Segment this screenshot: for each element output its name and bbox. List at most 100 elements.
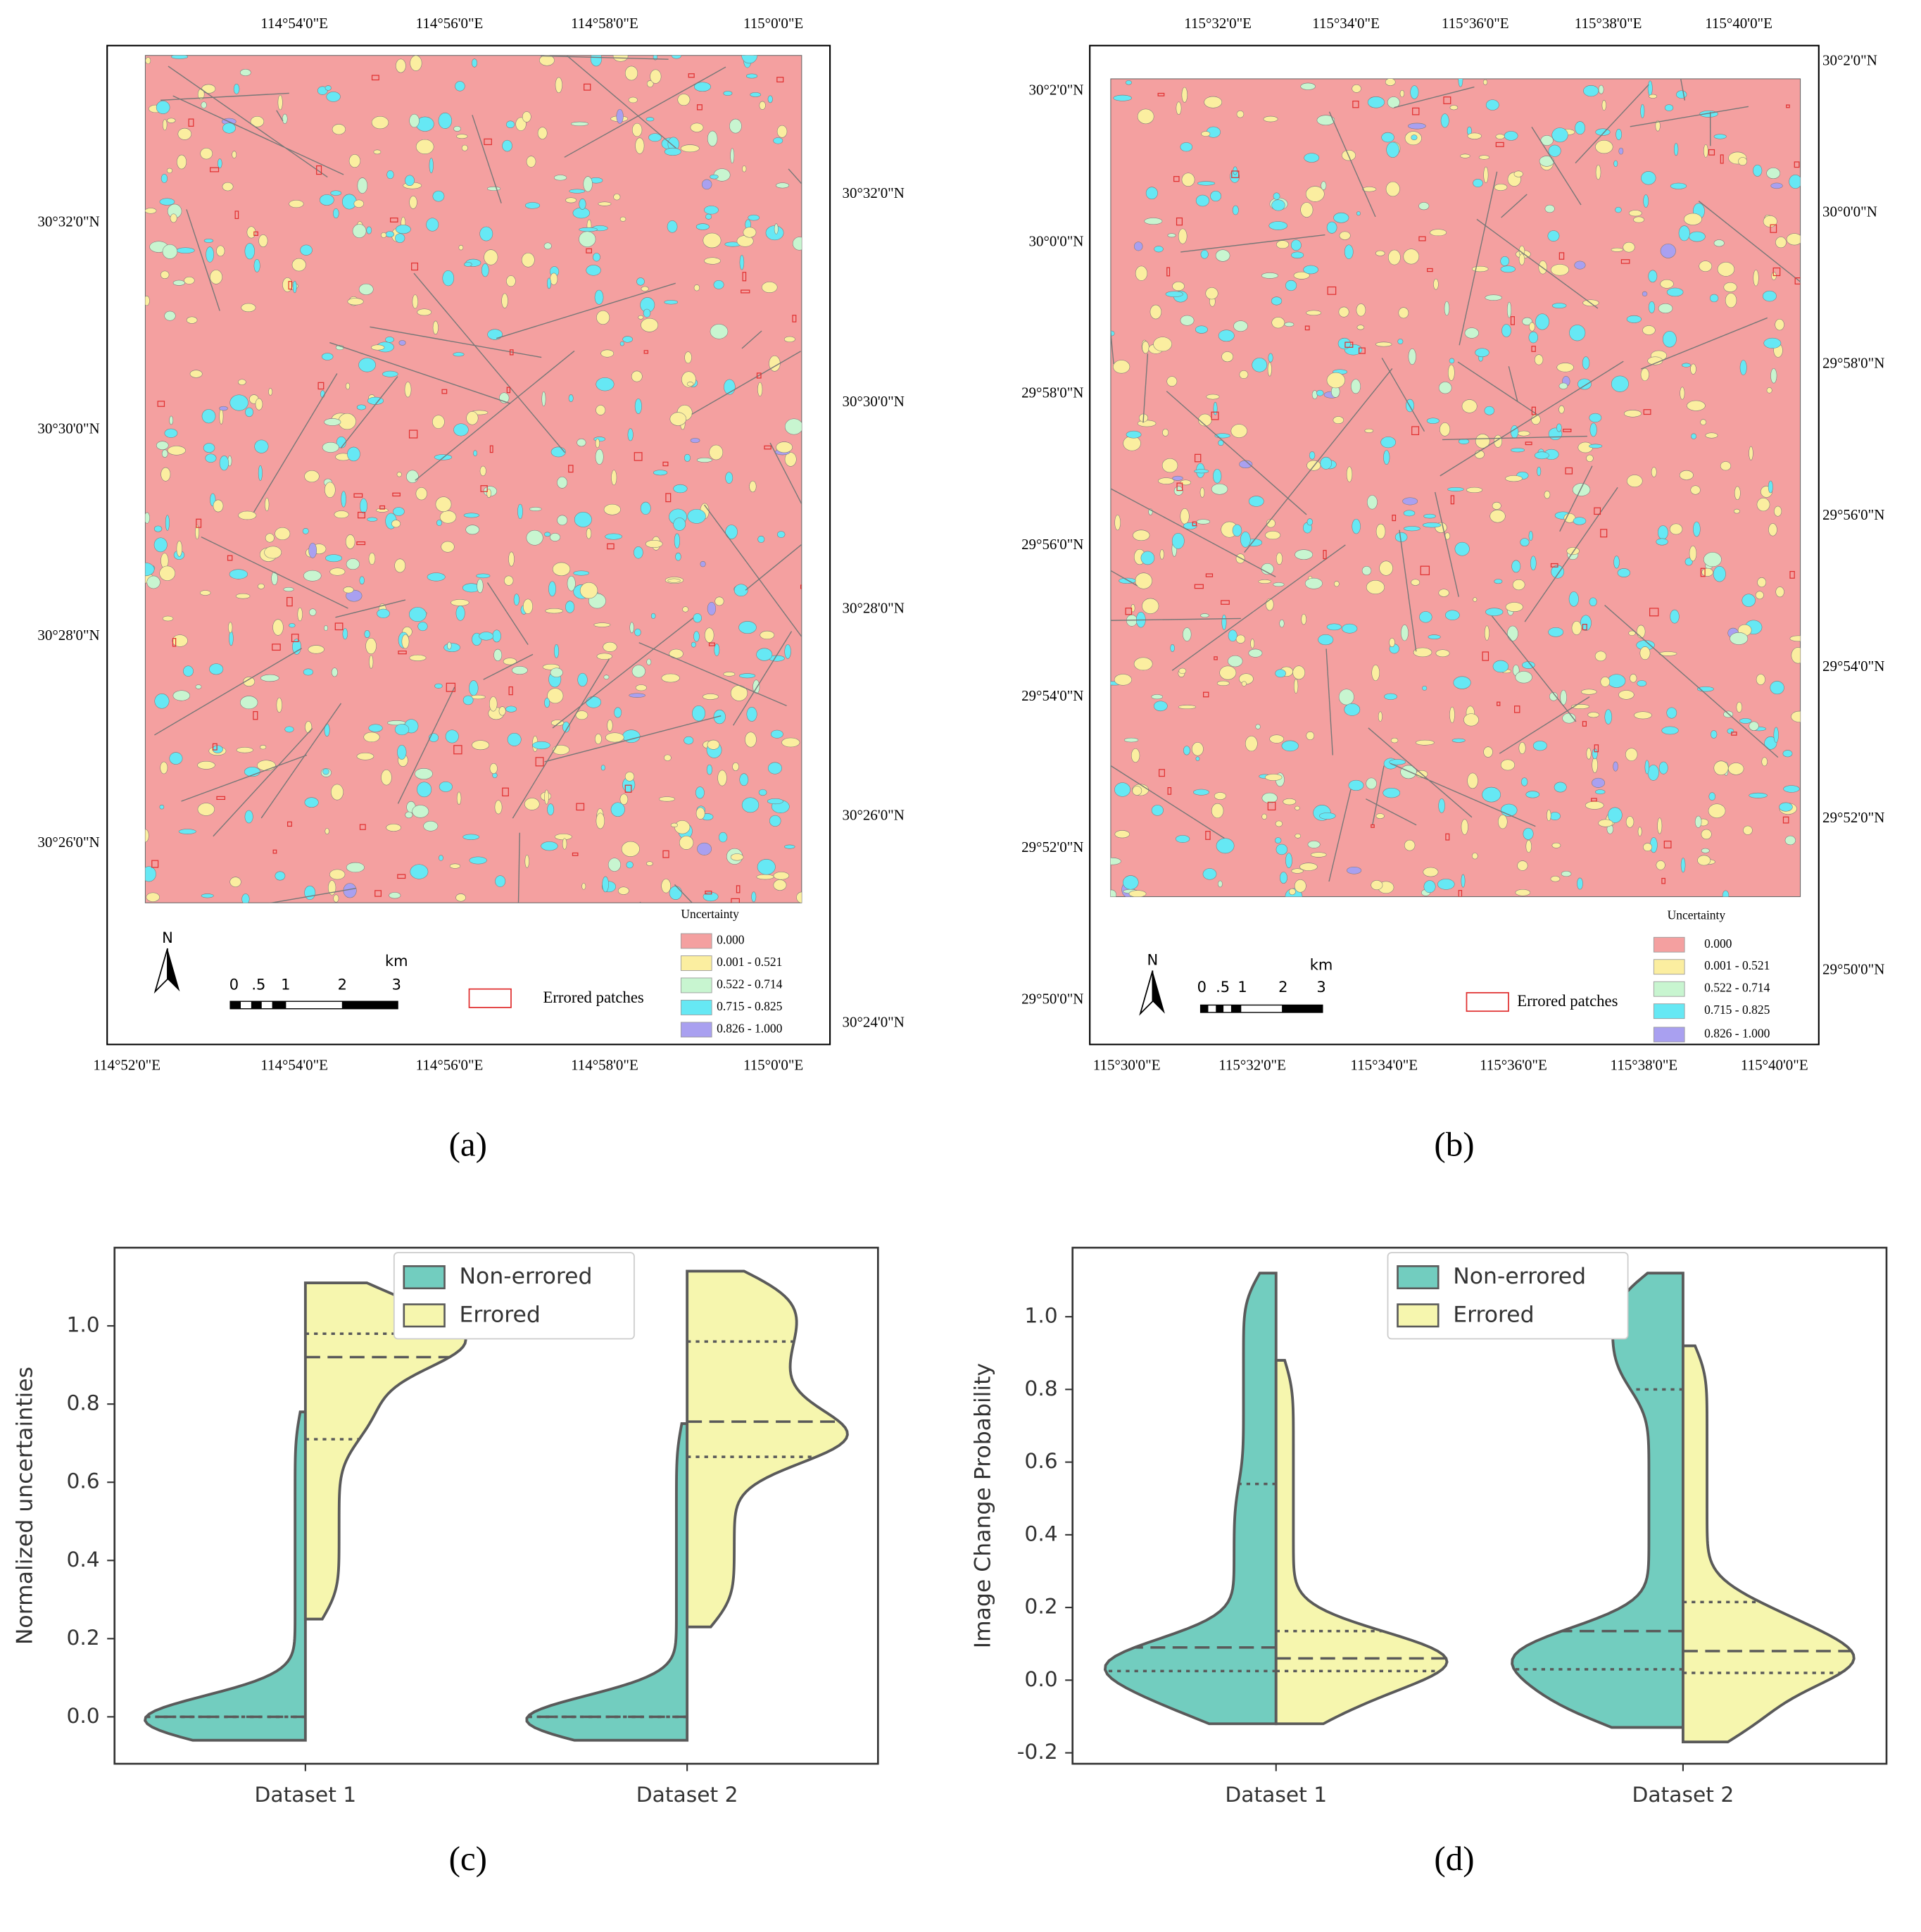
map-patch bbox=[1550, 876, 1561, 882]
map-patch bbox=[1385, 78, 1396, 86]
map-patch bbox=[1114, 515, 1121, 531]
map-patch bbox=[1717, 262, 1735, 277]
errored-patch bbox=[392, 492, 401, 497]
map-patch bbox=[1154, 246, 1164, 253]
map-patch bbox=[209, 663, 224, 675]
errored-patch bbox=[398, 651, 407, 655]
map-patch bbox=[1483, 746, 1493, 758]
map-patch bbox=[472, 58, 478, 68]
map-patch bbox=[302, 528, 309, 534]
map-patch bbox=[1586, 454, 1594, 463]
map-patch bbox=[1216, 838, 1235, 854]
errored-patch bbox=[800, 584, 802, 589]
map-patch bbox=[289, 200, 304, 208]
left-coord-label: 29°50'0"N bbox=[1021, 990, 1083, 1007]
map-patch bbox=[1690, 485, 1701, 495]
map-patch bbox=[739, 255, 745, 270]
legend-label: 0.715 - 0.825 bbox=[1704, 1003, 1770, 1017]
map-patch bbox=[1275, 820, 1283, 827]
map-patch bbox=[776, 182, 790, 189]
map-patch bbox=[1261, 792, 1278, 803]
map-patch bbox=[1135, 265, 1148, 281]
errored-patch bbox=[157, 401, 165, 407]
map-patch bbox=[1216, 680, 1230, 686]
map-patch bbox=[596, 405, 606, 415]
errored-patch bbox=[1176, 217, 1183, 226]
map-road bbox=[1524, 487, 1618, 622]
map-patch bbox=[1525, 791, 1540, 798]
map-patch bbox=[1449, 706, 1455, 723]
errored-patch bbox=[665, 493, 672, 503]
map-patch bbox=[342, 628, 348, 640]
map-patch bbox=[697, 842, 712, 855]
errored-patch bbox=[397, 874, 406, 879]
map-patch bbox=[1276, 843, 1288, 855]
map-patch bbox=[1268, 353, 1273, 363]
map-patch bbox=[784, 418, 802, 435]
map-road bbox=[397, 686, 455, 804]
map-patch bbox=[1250, 639, 1255, 648]
map-road bbox=[638, 642, 787, 706]
map-patch bbox=[586, 696, 602, 708]
map-patch bbox=[1413, 647, 1432, 658]
map-patch bbox=[1204, 96, 1223, 108]
map-patch bbox=[1181, 87, 1188, 103]
map-patch bbox=[1701, 848, 1710, 853]
north-label: N bbox=[1147, 951, 1159, 968]
map-patch bbox=[156, 101, 170, 114]
map-patch bbox=[1458, 78, 1463, 87]
map-patch bbox=[1176, 101, 1182, 115]
map-patch bbox=[595, 734, 602, 744]
map-patch bbox=[673, 484, 688, 494]
map-patch bbox=[369, 655, 374, 669]
map-patch bbox=[427, 572, 446, 582]
map-patch bbox=[1214, 792, 1226, 800]
map-patch bbox=[1628, 210, 1642, 217]
map-patch bbox=[1230, 424, 1247, 438]
map-road bbox=[1171, 544, 1346, 671]
map-patch bbox=[164, 428, 178, 438]
map-patch bbox=[544, 698, 550, 708]
map-patch bbox=[443, 643, 460, 653]
errored-patch bbox=[288, 281, 293, 290]
map-patch bbox=[265, 497, 270, 512]
map-patch bbox=[1199, 487, 1205, 498]
errored-swatch bbox=[1466, 992, 1509, 1012]
map-patch bbox=[1178, 667, 1187, 675]
map-patch bbox=[1273, 582, 1285, 587]
map-patch bbox=[1339, 231, 1351, 240]
errored-patch bbox=[1497, 701, 1501, 706]
legend-swatch bbox=[680, 977, 712, 993]
legend-label: Non-errored bbox=[1453, 1264, 1586, 1289]
scale-unit: km bbox=[1310, 956, 1333, 973]
bottom-coord-label: 114°56'0"E bbox=[416, 1057, 484, 1074]
map-patch bbox=[565, 197, 577, 203]
map-patch bbox=[714, 596, 724, 606]
map-patch bbox=[441, 541, 455, 553]
map-patch bbox=[730, 148, 735, 164]
map-patch bbox=[650, 613, 656, 619]
errored-patch bbox=[1550, 563, 1558, 567]
map-patch bbox=[1670, 609, 1680, 624]
map-patch bbox=[1648, 301, 1656, 313]
map-patch bbox=[725, 525, 738, 539]
map-patch bbox=[1615, 129, 1623, 140]
scale-label: 1 bbox=[281, 976, 290, 993]
map-patch bbox=[1265, 531, 1281, 540]
map-patch bbox=[1114, 830, 1130, 839]
map-patch bbox=[275, 527, 291, 541]
errored-patch bbox=[731, 898, 740, 903]
errored-patch bbox=[210, 167, 220, 172]
map-patch bbox=[1151, 694, 1164, 700]
errored-patch bbox=[453, 745, 462, 755]
map-patch bbox=[1549, 812, 1561, 820]
map-patch bbox=[1498, 814, 1508, 829]
map-patch bbox=[710, 324, 729, 339]
map-patch bbox=[1248, 648, 1263, 658]
map-patch bbox=[1548, 144, 1561, 157]
map-patch bbox=[622, 336, 633, 343]
map-patch bbox=[367, 396, 384, 405]
map-patch bbox=[1438, 382, 1452, 394]
map-patch bbox=[690, 438, 700, 444]
map-patch bbox=[348, 154, 361, 168]
